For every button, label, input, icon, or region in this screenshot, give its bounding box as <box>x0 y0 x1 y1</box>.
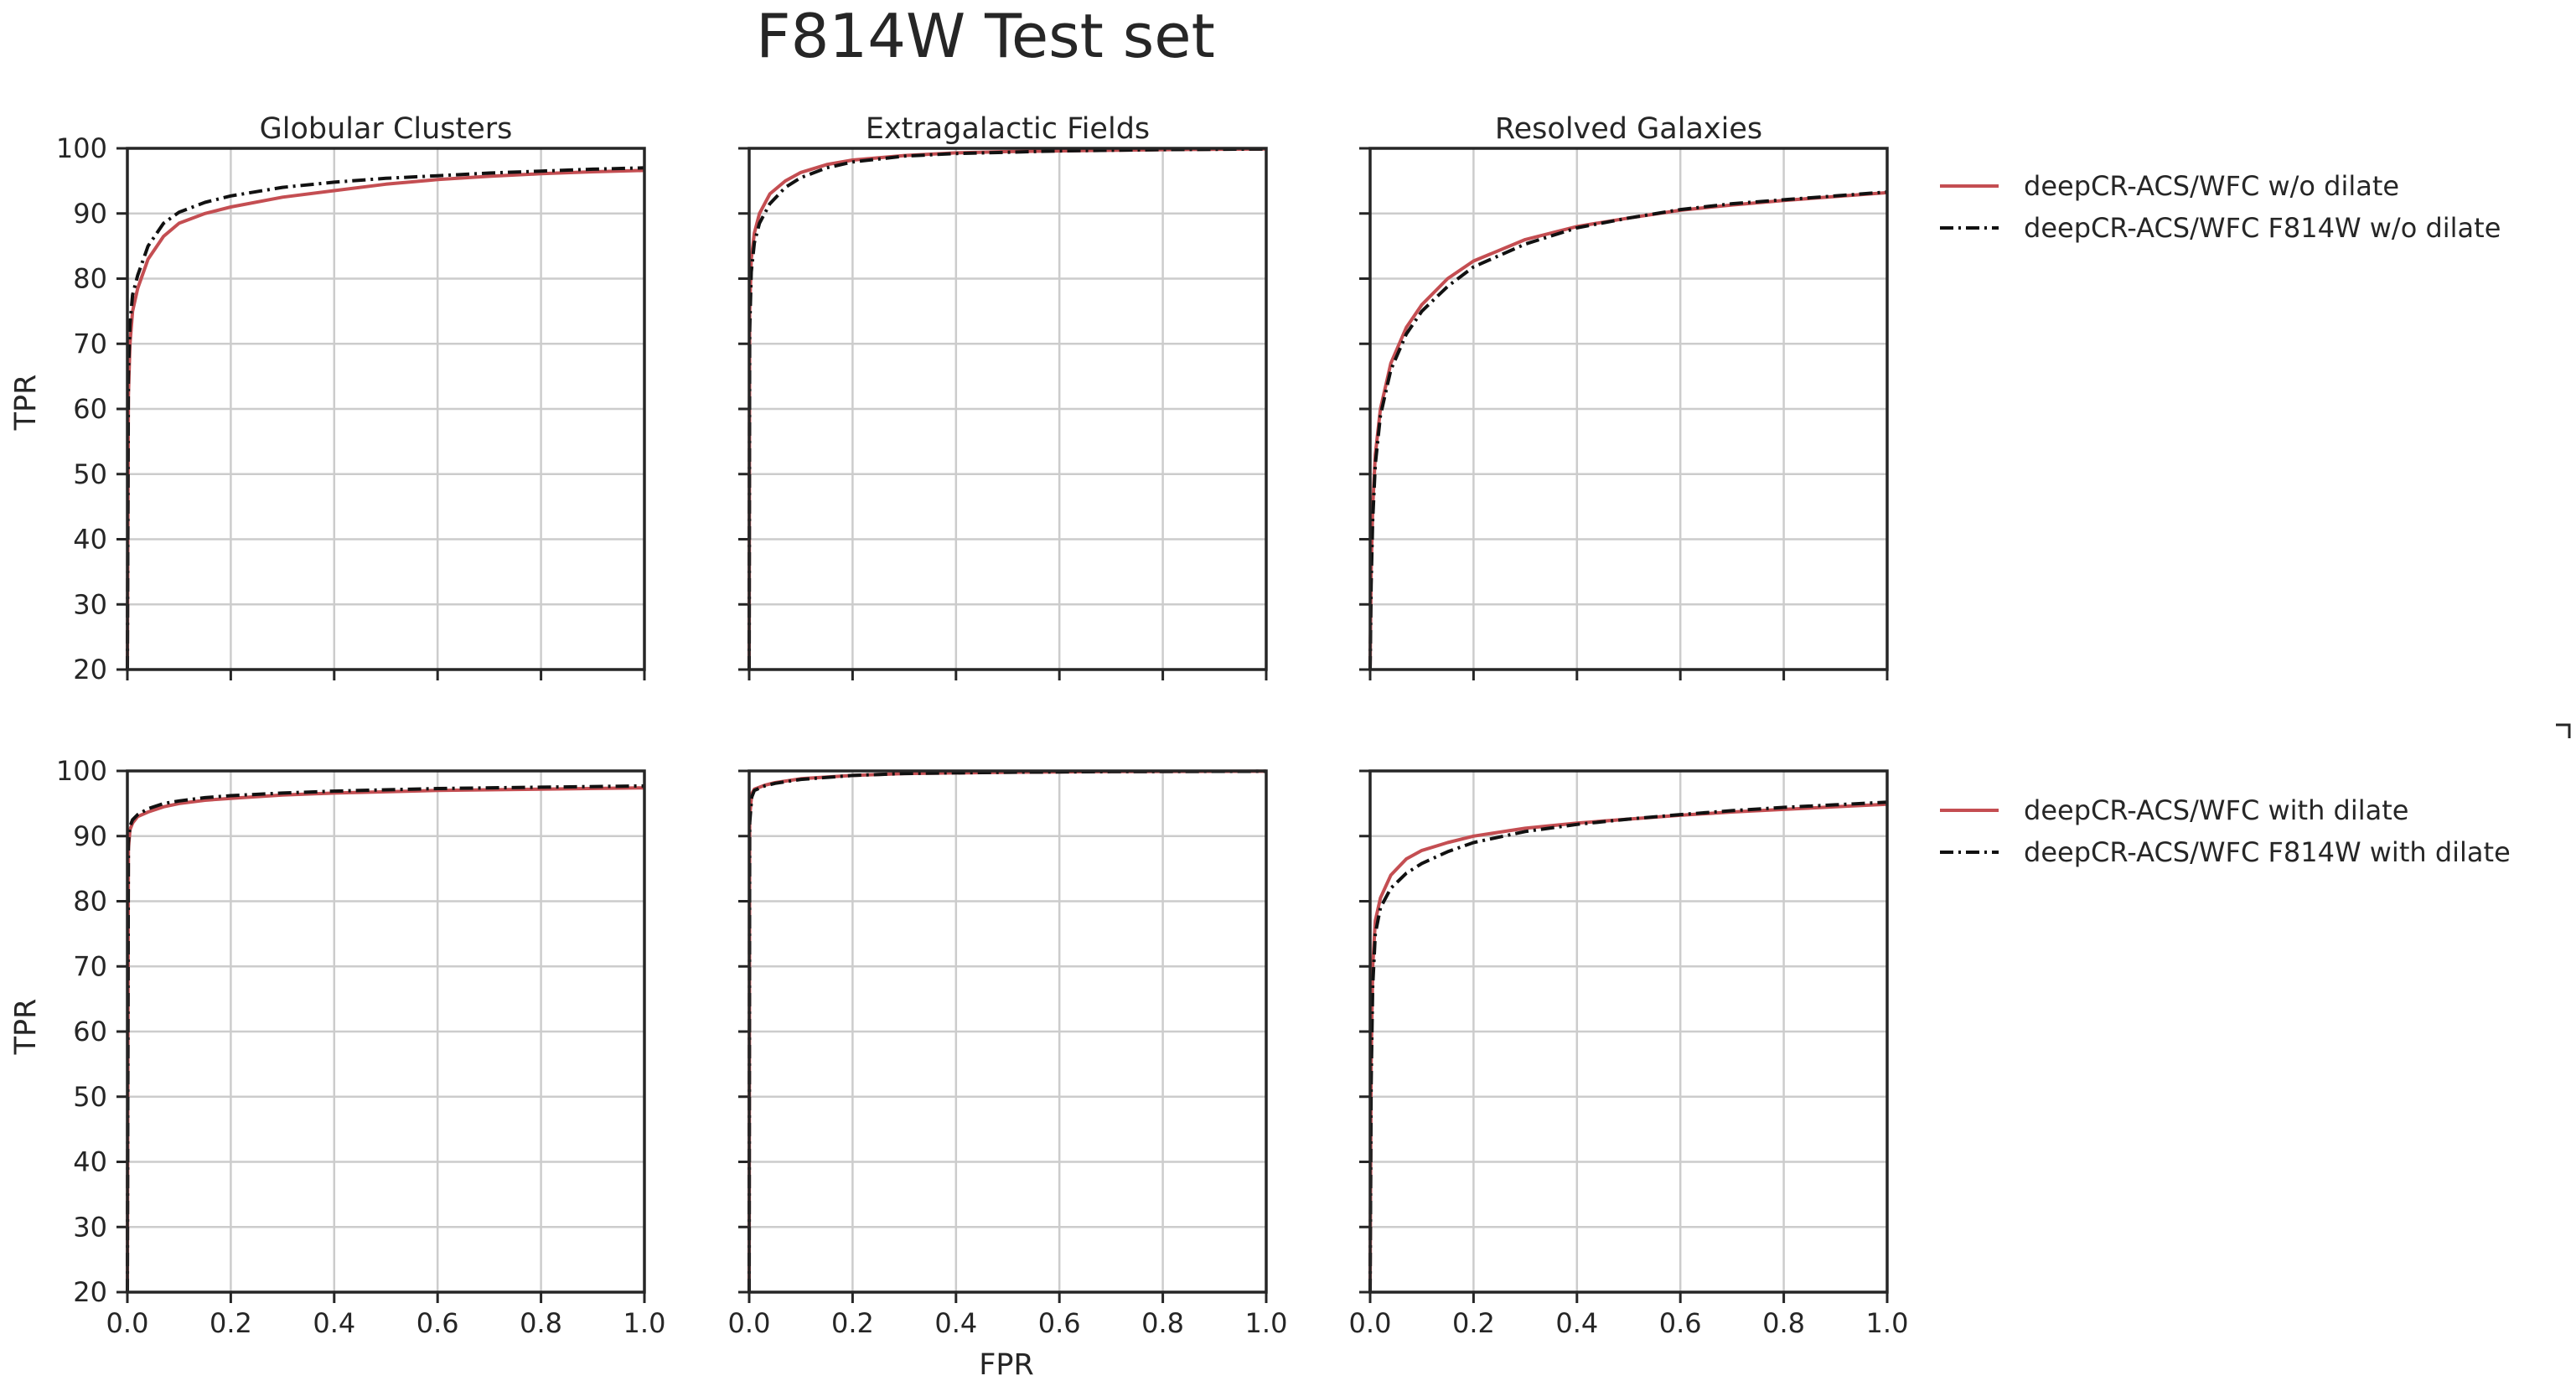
y-tick-label: 90 <box>73 198 107 230</box>
y-tick-label: 100 <box>56 755 107 787</box>
legend-label-2: deepCR-ACS/WFC F814W w/o dilate <box>2024 212 2501 244</box>
axes-frame <box>747 147 1268 671</box>
x-tick-label: 0.8 <box>1141 1307 1184 1339</box>
axes-frame <box>1368 769 1889 1294</box>
legend-label-1: deepCR-ACS/WFC w/o dilate <box>2024 170 2399 202</box>
y-tick-label: 50 <box>73 1081 107 1113</box>
y-tick-label: 90 <box>73 820 107 852</box>
panel-resolved-galaxies-top: Resolved Galaxies <box>1359 112 1889 680</box>
x-tick-label: 0.4 <box>313 1307 355 1339</box>
y-tick-label: 70 <box>73 328 107 359</box>
y-tick-label: 40 <box>73 1146 107 1178</box>
panel-globular-clusters-bottom: 0.0 0.2 0.4 0.6 0.8 1.0 20 30 40 50 60 70 80 90 100 <box>56 755 666 1339</box>
x-tick-label: 0.0 <box>106 1307 149 1339</box>
y-axis-label-top: TPR <box>9 375 43 432</box>
axes-frame <box>747 769 1268 1294</box>
legend-label-2: deepCR-ACS/WFC F814W with dilate <box>2024 836 2511 868</box>
y-tick-label: 80 <box>73 263 107 295</box>
axes-frame <box>1368 147 1889 671</box>
x-tick-label: 0.4 <box>1555 1307 1598 1339</box>
x-tick-label: 0.8 <box>1762 1307 1805 1339</box>
y-tick-label: 50 <box>73 458 107 490</box>
legend-bottom: deepCR-ACS/WFC with dilate deepCR-ACS/WF… <box>1940 794 2511 868</box>
panel-globular-clusters-top: 20 30 40 50 60 70 80 90 100 Globular Clusters <box>56 112 646 685</box>
legend-top: deepCR-ACS/WFC w/o dilate deepCR-ACS/WFC… <box>1940 170 2501 244</box>
x-tick-label: 1.0 <box>1866 1307 1909 1339</box>
legend-label-1: deepCR-ACS/WFC with dilate <box>2024 794 2408 826</box>
y-tick-label: 30 <box>73 588 107 620</box>
panel-extragalactic-fields-bottom: 0.0 0.2 0.4 0.6 0.8 1.0 <box>728 769 1288 1339</box>
series-line-dashdot <box>126 784 645 1293</box>
x-tick-label: 0.4 <box>934 1307 977 1339</box>
series-line-solid <box>1368 190 1888 670</box>
series-line-dashdot <box>126 166 645 670</box>
y-tick-label: 60 <box>73 393 107 425</box>
x-tick-label: 0.6 <box>1659 1307 1702 1339</box>
y-tick-label: 20 <box>73 654 107 685</box>
corner-mark <box>2556 723 2571 738</box>
x-tick-label: 0.2 <box>831 1307 874 1339</box>
figure-title: F814W Test set <box>756 1 1215 71</box>
series-line-solid <box>1368 802 1888 1293</box>
y-tick-label: 80 <box>73 886 107 918</box>
panel-title: Extragalactic Fields <box>866 112 1150 146</box>
panel-title: Globular Clusters <box>260 112 513 146</box>
series-line-solid <box>126 786 645 1293</box>
x-tick-label: 0.0 <box>1349 1307 1392 1339</box>
x-tick-label: 0.2 <box>1452 1307 1495 1339</box>
x-axis-label: FPR <box>979 1348 1034 1382</box>
x-tick-label: 0.8 <box>520 1307 562 1339</box>
x-tick-label: 1.0 <box>1245 1307 1288 1339</box>
panel-resolved-galaxies-bottom: 0.0 0.2 0.4 0.6 0.8 1.0 <box>1349 769 1909 1339</box>
y-tick-label: 40 <box>73 524 107 556</box>
x-tick-label: 0.0 <box>728 1307 771 1339</box>
x-tick-label: 0.6 <box>1038 1307 1081 1339</box>
series-line-dashdot <box>1368 190 1888 670</box>
y-tick-label: 20 <box>73 1276 107 1308</box>
panel-extragalactic-fields-top: Extragalactic Fields <box>738 112 1268 680</box>
panel-title: Resolved Galaxies <box>1495 112 1762 146</box>
axes-frame <box>126 769 646 1294</box>
series-line-dashdot <box>747 147 1267 670</box>
axes-frame <box>126 147 646 671</box>
series-line-dashdot <box>1368 800 1888 1293</box>
y-axis-label-bottom: TPR <box>9 999 43 1056</box>
x-tick-label: 0.6 <box>416 1307 459 1339</box>
series-line-solid <box>126 168 645 670</box>
y-tick-label: 70 <box>73 950 107 982</box>
y-tick-label: 60 <box>73 1016 107 1047</box>
y-tick-label: 30 <box>73 1211 107 1243</box>
x-tick-label: 1.0 <box>623 1307 666 1339</box>
x-tick-label: 0.2 <box>209 1307 252 1339</box>
y-tick-label: 100 <box>56 132 107 164</box>
